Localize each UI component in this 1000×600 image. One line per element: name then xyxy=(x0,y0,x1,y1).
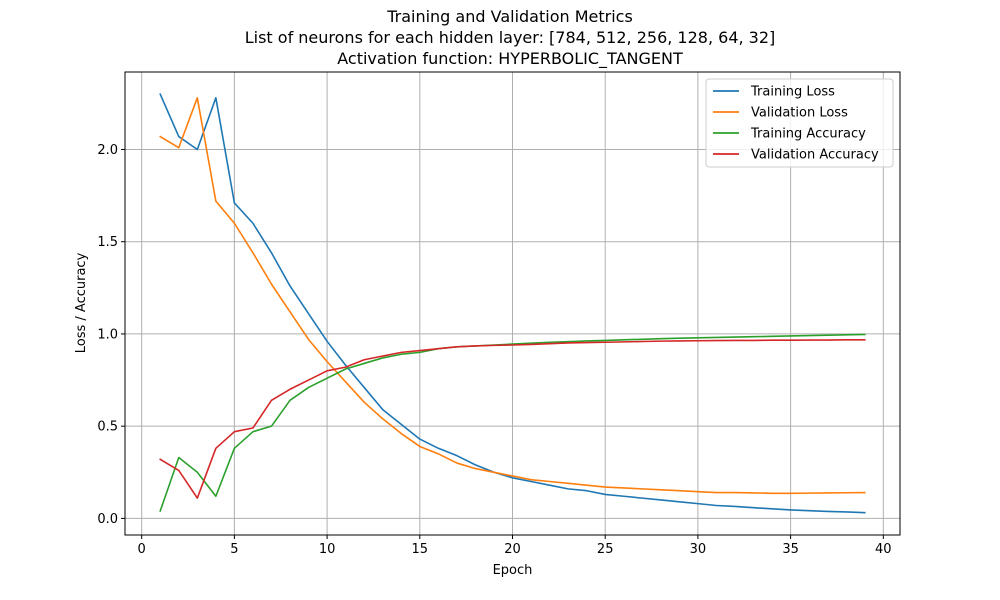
legend-label-training-accuracy: Training Accuracy xyxy=(750,127,866,142)
chart-title: Training and Validation Metrics xyxy=(386,7,633,26)
x-tick-label: 35 xyxy=(782,542,799,557)
x-tick-label: 20 xyxy=(504,542,521,557)
legend-label-training-loss: Training Loss xyxy=(750,85,835,100)
chart-subtitle-activation: Activation function: HYPERBOLIC_TANGENT xyxy=(337,49,683,69)
y-tick-label: 0.0 xyxy=(97,512,118,527)
validation-accuracy-line xyxy=(159,339,866,499)
x-tick-label: 30 xyxy=(690,542,707,557)
y-axis-ticks: 0.0 0.5 1.0 1.5 2.0 xyxy=(97,143,125,527)
series-lines xyxy=(159,93,866,514)
y-tick-label: 0.5 xyxy=(97,420,118,435)
legend: Training Loss Validation Loss Training Acc… xyxy=(705,78,894,168)
x-tick-label: 0 xyxy=(138,542,146,557)
x-tick-label: 25 xyxy=(597,542,614,557)
validation-loss-line xyxy=(159,97,866,495)
x-tick-label: 40 xyxy=(875,542,892,557)
x-tick-label: 10 xyxy=(319,542,336,557)
chart-subtitle-neurons: List of neurons for each hidden layer: [… xyxy=(245,28,776,47)
legend-label-validation-accuracy: Validation Accuracy xyxy=(751,148,879,163)
y-axis-label: Loss / Accuracy xyxy=(74,252,89,353)
y-tick-label: 1.0 xyxy=(97,327,118,342)
x-tick-label: 15 xyxy=(412,542,429,557)
y-tick-label: 2.0 xyxy=(97,143,118,158)
legend-label-validation-loss: Validation Loss xyxy=(751,106,848,121)
training-loss-line xyxy=(159,93,866,514)
x-axis-ticks: 0 5 10 15 20 25 30 35 40 xyxy=(138,535,892,557)
y-tick-label: 1.5 xyxy=(97,235,118,250)
training-accuracy-line xyxy=(159,333,866,513)
x-tick-label: 5 xyxy=(230,542,238,557)
legend-box xyxy=(705,78,894,168)
x-axis-label: Epoch xyxy=(493,563,533,578)
